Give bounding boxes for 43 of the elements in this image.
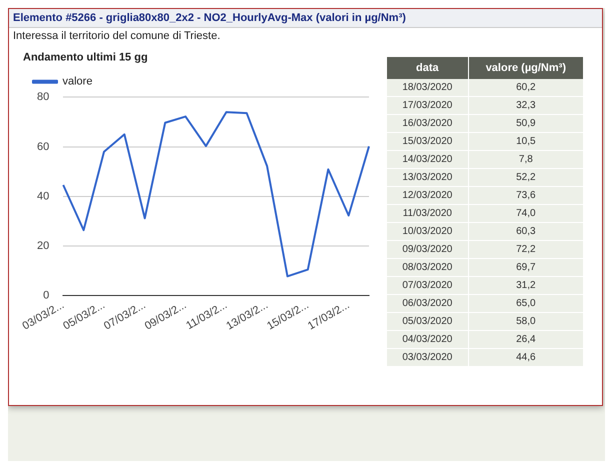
- category-label: 11/03/2020: [387, 204, 468, 222]
- text: valore (µg/Nm³): [468, 57, 583, 79]
- category-label: 16/03/2020: [387, 114, 468, 132]
- text: 26,4: [516, 334, 536, 345]
- category-label: 17/03/2020: [387, 96, 468, 114]
- text: 58,0: [516, 316, 536, 327]
- text: 73,6: [516, 190, 536, 201]
- text: 10,5: [516, 136, 536, 147]
- text: 65,0: [516, 298, 536, 309]
- text: 44,6: [516, 352, 536, 363]
- category-label: 14/03/2020: [387, 150, 468, 168]
- text: 72,2: [516, 244, 536, 255]
- y-tick-label: 40: [36, 190, 50, 202]
- category-label: 10/03/2020: [387, 222, 468, 240]
- category-label: 13/03/2020: [387, 168, 468, 186]
- text: 60,2: [516, 82, 536, 93]
- text: data: [387, 57, 468, 79]
- chart-subtitle: Interessa il territorio del comune di Trieste.: [12, 29, 222, 44]
- category-label: 12/03/2020: [387, 186, 468, 204]
- category-label: 18/03/2020: [387, 79, 468, 96]
- text: 52,2: [516, 172, 536, 183]
- text: 7,8: [518, 154, 533, 165]
- category-label: 15/03/2020: [387, 132, 468, 150]
- category-label: 08/03/2020: [387, 258, 468, 276]
- text: 74,0: [516, 208, 536, 219]
- category-label: 09/03/2020: [387, 240, 468, 258]
- text: 69,7: [516, 262, 536, 273]
- category-label: 07/03/2020: [387, 276, 468, 294]
- text: 60,3: [516, 226, 536, 237]
- category-label: 06/03/2020: [387, 294, 468, 312]
- text: Andamento ultimi 15 gg: [23, 52, 148, 64]
- text: 50,9: [516, 118, 536, 129]
- category-label: 03/03/2020: [387, 348, 468, 366]
- category-label: 05/03/2020: [387, 312, 468, 330]
- y-tick-label: 0: [43, 290, 50, 302]
- y-tick-label: 20: [36, 240, 50, 252]
- y-tick-label: 80: [36, 91, 50, 104]
- text: 31,2: [516, 280, 536, 291]
- y-tick-label: 60: [36, 140, 50, 153]
- legend-label: valore: [62, 76, 92, 88]
- category-label: 04/03/2020: [387, 330, 468, 348]
- chart-title: Elemento #5266 - griglia80x80_2x2 - NO2_HourlyAvg-Max (valori in µg/Nm³): [9, 9, 602, 28]
- text: 32,3: [516, 100, 536, 111]
